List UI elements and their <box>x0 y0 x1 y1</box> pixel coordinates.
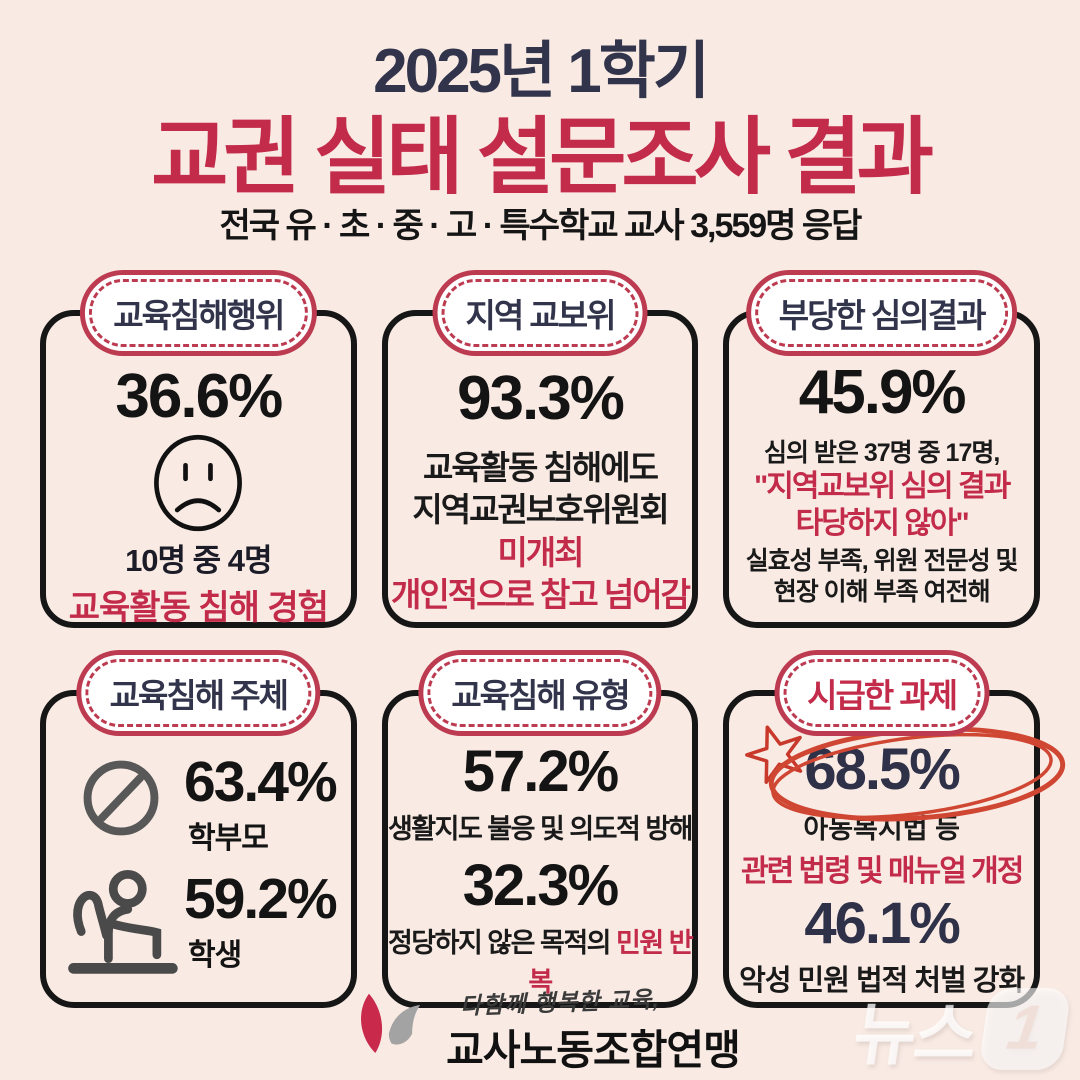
stat-value: 46.1% <box>804 890 960 956</box>
stat-value: 93.3% <box>457 364 625 433</box>
stat-line: 지역교권보호위원회 <box>412 491 669 529</box>
note-line: 실효성 부족, 위원 전문성 및 <box>745 547 1019 576</box>
stat-line: 교육활동 침해에도 <box>422 449 659 487</box>
news1-watermark: 뉴스 1 <box>848 979 1073 1078</box>
perpetrators-icons <box>58 754 184 988</box>
card-perpetrators: 교육침해 주체 63.4% <box>40 650 357 1008</box>
card-badge-label: 교육침해행위 <box>113 297 285 334</box>
card-badge-label: 지역 교보위 <box>465 297 617 334</box>
stat-caption-highlight: 교육활동 침해 경험 <box>68 589 329 628</box>
stat-label: 학생 <box>188 939 242 972</box>
card-invasion-rate: 교육침해행위 36.6% 10명 중 4명 교육활동 침해 경험 <box>40 270 357 628</box>
perpetrators-body: 63.4% 학부모 59.2% 학생 <box>46 696 351 988</box>
circled-stat: 68.5% <box>769 726 1066 822</box>
stat-label: 정당하지 않은 목적의 민원 반복 <box>387 921 694 999</box>
sad-face-icon <box>154 434 243 532</box>
card-unfair-ruling: 부당한 심의결과 45.9% 심의 받은 37명 중 17명, "지역교보위 심… <box>723 270 1040 628</box>
news1-watermark-digit-box: 1 <box>978 987 1072 1070</box>
stat-cards-grid: 교육침해행위 36.6% 10명 중 4명 교육활동 침해 경험 지역 교보위 … <box>40 270 1066 1008</box>
card-badge: 부당한 심의결과 <box>745 270 1018 356</box>
stat-caption-highlight: 관련 법령 및 매뉴얼 개정 <box>740 854 1024 888</box>
stat-caption: 심의 받은 37명 중 17명, <box>763 439 1000 468</box>
stat-value: 57.2% <box>462 739 619 804</box>
poster-title-line1: 2025년 1학기 <box>373 37 710 106</box>
stat-caption: 10명 중 4명 <box>125 543 273 579</box>
stat-value: 68.5% <box>804 737 960 802</box>
card-badge: 시급한 과제 <box>774 650 990 736</box>
stat-caption: 아동복지법 등 <box>803 813 960 844</box>
stat-line-highlight: 개인적으로 참고 넘어감 <box>391 575 691 613</box>
stat-label-part: 정당하지 않은 목적의 <box>387 927 617 958</box>
stat-caption: 악성 민원 법적 처벌 강화 <box>739 964 1025 997</box>
footer-organization: 교사노동조합연맹 <box>446 1027 741 1073</box>
stat-label-highlight: 민원 반복 <box>528 927 693 997</box>
poster-title-line2: 교권 실태 설문조사 결과 <box>151 110 934 204</box>
footer-text: 다함께 행복한 교육, 교사노동조합연맹 <box>446 982 741 1076</box>
card-badge-label: 교육침해 주체 <box>109 677 289 714</box>
stat-value: 63.4% <box>184 750 338 814</box>
stat-value: 36.6% <box>115 362 283 431</box>
stat-label: 생활지도 불응 및 의도적 방해 <box>387 813 694 844</box>
card-badge-label: 부당한 심의결과 <box>778 297 987 334</box>
footer-logo: 다함께 행복한 교육, 교사노동조합연맹 <box>340 982 741 1076</box>
card-badge: 교육침해 주체 <box>76 650 320 736</box>
card-regional-committee: 지역 교보위 93.3% 교육활동 침해에도 지역교권보호위원회 미개최 개인적… <box>381 270 699 628</box>
footer-slogan: 다함께 행복한 교육, <box>459 985 661 1019</box>
poster-subtitle: 전국 유 · 초 · 중 · 고 · 특수학교 교사 3,559명 응답 <box>219 207 863 245</box>
no-entry-icon <box>83 760 159 836</box>
hand-raised-person-icon <box>68 869 178 974</box>
quote-line: "지역교보위 심의 결과 <box>754 470 1011 504</box>
card-badge: 교육침해행위 <box>80 270 317 356</box>
card-badge: 지역 교보위 <box>432 270 648 356</box>
stat-line-highlight: 미개최 <box>497 533 584 571</box>
quote-line: 타당하지 않아" <box>795 506 970 540</box>
news1-watermark-text: 뉴스 <box>848 997 981 1073</box>
perpetrators-stats: 63.4% 학부모 59.2% 학생 <box>184 754 341 988</box>
stat-value: 59.2% <box>184 867 338 931</box>
union-leaf-logo-icon <box>361 993 421 1053</box>
card-invasion-types: 교육침해 유형 57.2% 생활지도 불응 및 의도적 방해 32.3% 정당하… <box>381 650 699 1008</box>
note-line: 현장 이해 부족 여전해 <box>773 577 991 606</box>
stat-value: 45.9% <box>798 358 967 427</box>
stat-label: 학부모 <box>188 822 269 855</box>
news1-watermark-digit: 1 <box>1002 994 1048 1063</box>
stat-value: 32.3% <box>462 852 619 918</box>
card-badge-label: 교육침해 유형 <box>451 677 630 714</box>
card-badge: 교육침해 유형 <box>418 650 662 736</box>
card-badge-label: 시급한 과제 <box>807 677 958 714</box>
card-urgent-tasks: 시급한 과제 68.5% 아동복지법 등 관련 법령 및 매뉴얼 개정 46.1… <box>723 650 1066 1008</box>
